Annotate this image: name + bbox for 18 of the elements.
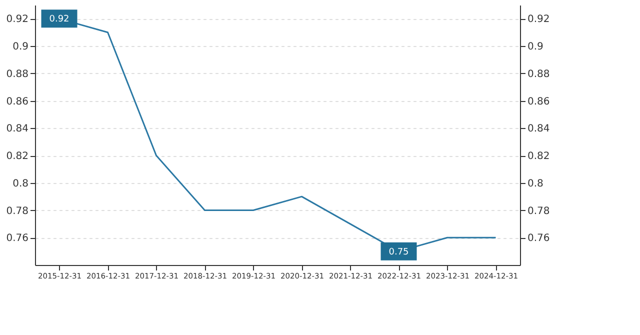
y2-tick-label: 0.8 [528,178,544,190]
y2-tick-label: 0.86 [528,96,550,108]
y2-tick-label: 0.78 [528,206,550,217]
y2-tick-label: 0.82 [528,151,550,162]
y2-tick-label: 0.76 [528,233,550,244]
y-tick-label: 0.8 [12,178,28,190]
y2-tick-label: 0.84 [528,124,550,135]
y-tick-label: 0.92 [6,14,28,26]
y-tick-label: 0.88 [6,68,28,80]
y2-tick-label: 0.9 [528,42,544,53]
y-tick-label: 0.82 [6,151,28,162]
y-tick-label: 0.78 [6,206,28,217]
y-tick-label: 0.9 [12,42,28,53]
y2-tick-label: 0.92 [528,14,550,26]
y2-tick-label: 0.88 [528,68,550,80]
y-tick-label: 0.86 [6,96,28,108]
y-tick-label: 0.84 [6,124,28,135]
y-tick-label: 0.76 [6,233,28,244]
